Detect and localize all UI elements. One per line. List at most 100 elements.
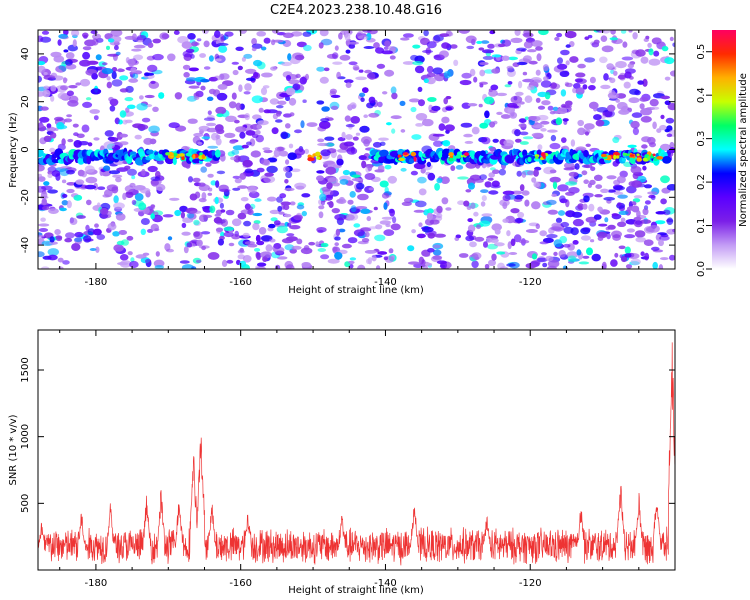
spectrogram-cell	[245, 130, 256, 136]
spectrogram-cell	[147, 42, 154, 48]
spectrogram-cell	[468, 182, 475, 190]
spectrogram-cell	[119, 253, 129, 261]
spectrogram-cell	[628, 30, 633, 33]
spectrogram-cell	[125, 107, 130, 113]
spectrogram-cell	[344, 261, 351, 268]
spectrogram-cell	[605, 226, 610, 231]
snr-y-axis-label: SNR (10 * v/v)	[8, 414, 19, 485]
spectrogram-cell	[50, 95, 55, 102]
spectrogram-cell	[536, 257, 548, 263]
spectrogram-cell	[651, 246, 660, 251]
spectrogram-cell	[573, 83, 581, 89]
spectrogram-cell	[589, 76, 596, 84]
spectrogram-cell	[235, 46, 244, 51]
spectrogram-cell	[66, 188, 75, 194]
spectrogram-cell	[330, 94, 341, 98]
spectrogram-cell	[205, 162, 212, 167]
spectrogram-cell	[115, 51, 121, 56]
spectrogram-cell	[269, 238, 276, 243]
spectrogram-cell	[381, 50, 393, 55]
spectrogram-cell	[383, 229, 395, 237]
spectrogram-cell	[320, 118, 330, 123]
spectrogram-cell	[584, 131, 590, 136]
colorbar-gradient	[712, 30, 736, 269]
spectrogram-cell	[487, 43, 495, 49]
spectrogram-cell	[640, 108, 653, 116]
spectrogram-cell	[66, 200, 72, 209]
y-tick-label: 40	[20, 48, 31, 61]
spectrogram-cell	[667, 103, 675, 111]
spectrogram-cell	[92, 228, 102, 236]
spectrogram-cell	[61, 138, 66, 146]
spectrogram-peak	[656, 156, 664, 160]
spectrogram-cell	[200, 166, 207, 173]
spectrogram-cell	[600, 188, 609, 193]
spectrogram-cell	[635, 49, 646, 57]
spectrogram-cell	[66, 182, 76, 186]
spectrogram-peak	[402, 152, 409, 156]
spectrogram-cell	[259, 251, 272, 259]
spectrogram-cell	[664, 100, 671, 106]
spectrogram-cell	[358, 69, 364, 73]
colorbar-tick-label: 0.1	[696, 218, 707, 234]
spectrogram-cell	[63, 78, 68, 82]
spectrogram-cell	[116, 240, 125, 246]
spectrogram-cell	[540, 80, 552, 88]
spectrogram-cell	[357, 264, 366, 269]
spectrogram-cell	[150, 176, 161, 182]
spectrogram-cell	[131, 175, 136, 180]
spectrogram-cell	[334, 45, 339, 51]
spectrogram-cell	[467, 103, 478, 107]
spectrogram-cell	[387, 175, 397, 184]
spectrogram-cell	[252, 222, 260, 231]
spectrogram-cell	[377, 251, 388, 255]
spectrogram-cell	[458, 253, 469, 258]
spectrogram-cell	[324, 136, 335, 141]
spectrogram-cell	[445, 207, 452, 211]
spectrogram-cell	[583, 195, 590, 203]
spectrogram-cell	[109, 41, 121, 46]
spectrogram-cell	[552, 181, 558, 190]
spectrogram-cell	[119, 88, 129, 93]
spectrogram-cell	[625, 264, 633, 269]
spectrogram-cell	[388, 248, 394, 254]
spectrogram-cell	[321, 106, 330, 112]
spectrogram-cell	[244, 113, 250, 121]
spectrogram-cell	[344, 79, 354, 84]
spectrogram-cell	[317, 138, 325, 143]
spectrogram-cell	[75, 82, 82, 86]
spectrogram-cell	[67, 138, 74, 143]
spectrogram-cell	[455, 234, 461, 239]
spectrogram-cell	[74, 231, 84, 238]
spectrogram-cell	[195, 259, 202, 263]
spectrogram-cell	[263, 175, 276, 184]
spectrogram-cell	[61, 200, 69, 206]
spectrogram-cell	[561, 137, 567, 144]
spectrogram-peak	[181, 155, 185, 161]
spectrogram-cell	[464, 140, 474, 144]
spectrogram-cell	[174, 209, 182, 217]
spectrogram-y-axis-label: Frequency (Hz)	[8, 112, 19, 188]
spectrogram-cell	[496, 251, 506, 255]
spectrogram-cell	[125, 191, 134, 198]
spectrogram-cell	[549, 169, 557, 174]
spectrogram-cell	[95, 246, 100, 253]
spectrogram-cell	[188, 67, 199, 72]
spectrogram-cell	[124, 165, 131, 170]
spectrogram-cell	[521, 190, 530, 196]
spectrogram-cell	[432, 255, 443, 260]
spectrogram-cell	[541, 252, 547, 256]
spectrogram-cell	[75, 179, 85, 185]
spectrogram-cell	[223, 226, 234, 231]
spectrogram-cell	[445, 96, 452, 100]
spectrogram-cell	[426, 77, 436, 85]
spectrogram-cell	[366, 216, 371, 222]
spectrogram-cell	[488, 89, 498, 97]
spectrogram-cell	[510, 238, 516, 247]
spectrogram-cell	[131, 48, 142, 52]
spectrogram-cell	[658, 264, 664, 269]
spectrogram-cell	[422, 253, 431, 257]
spectrogram-cell	[264, 172, 274, 177]
spectrogram-cell	[550, 226, 562, 231]
spectrogram-cell	[97, 186, 106, 190]
